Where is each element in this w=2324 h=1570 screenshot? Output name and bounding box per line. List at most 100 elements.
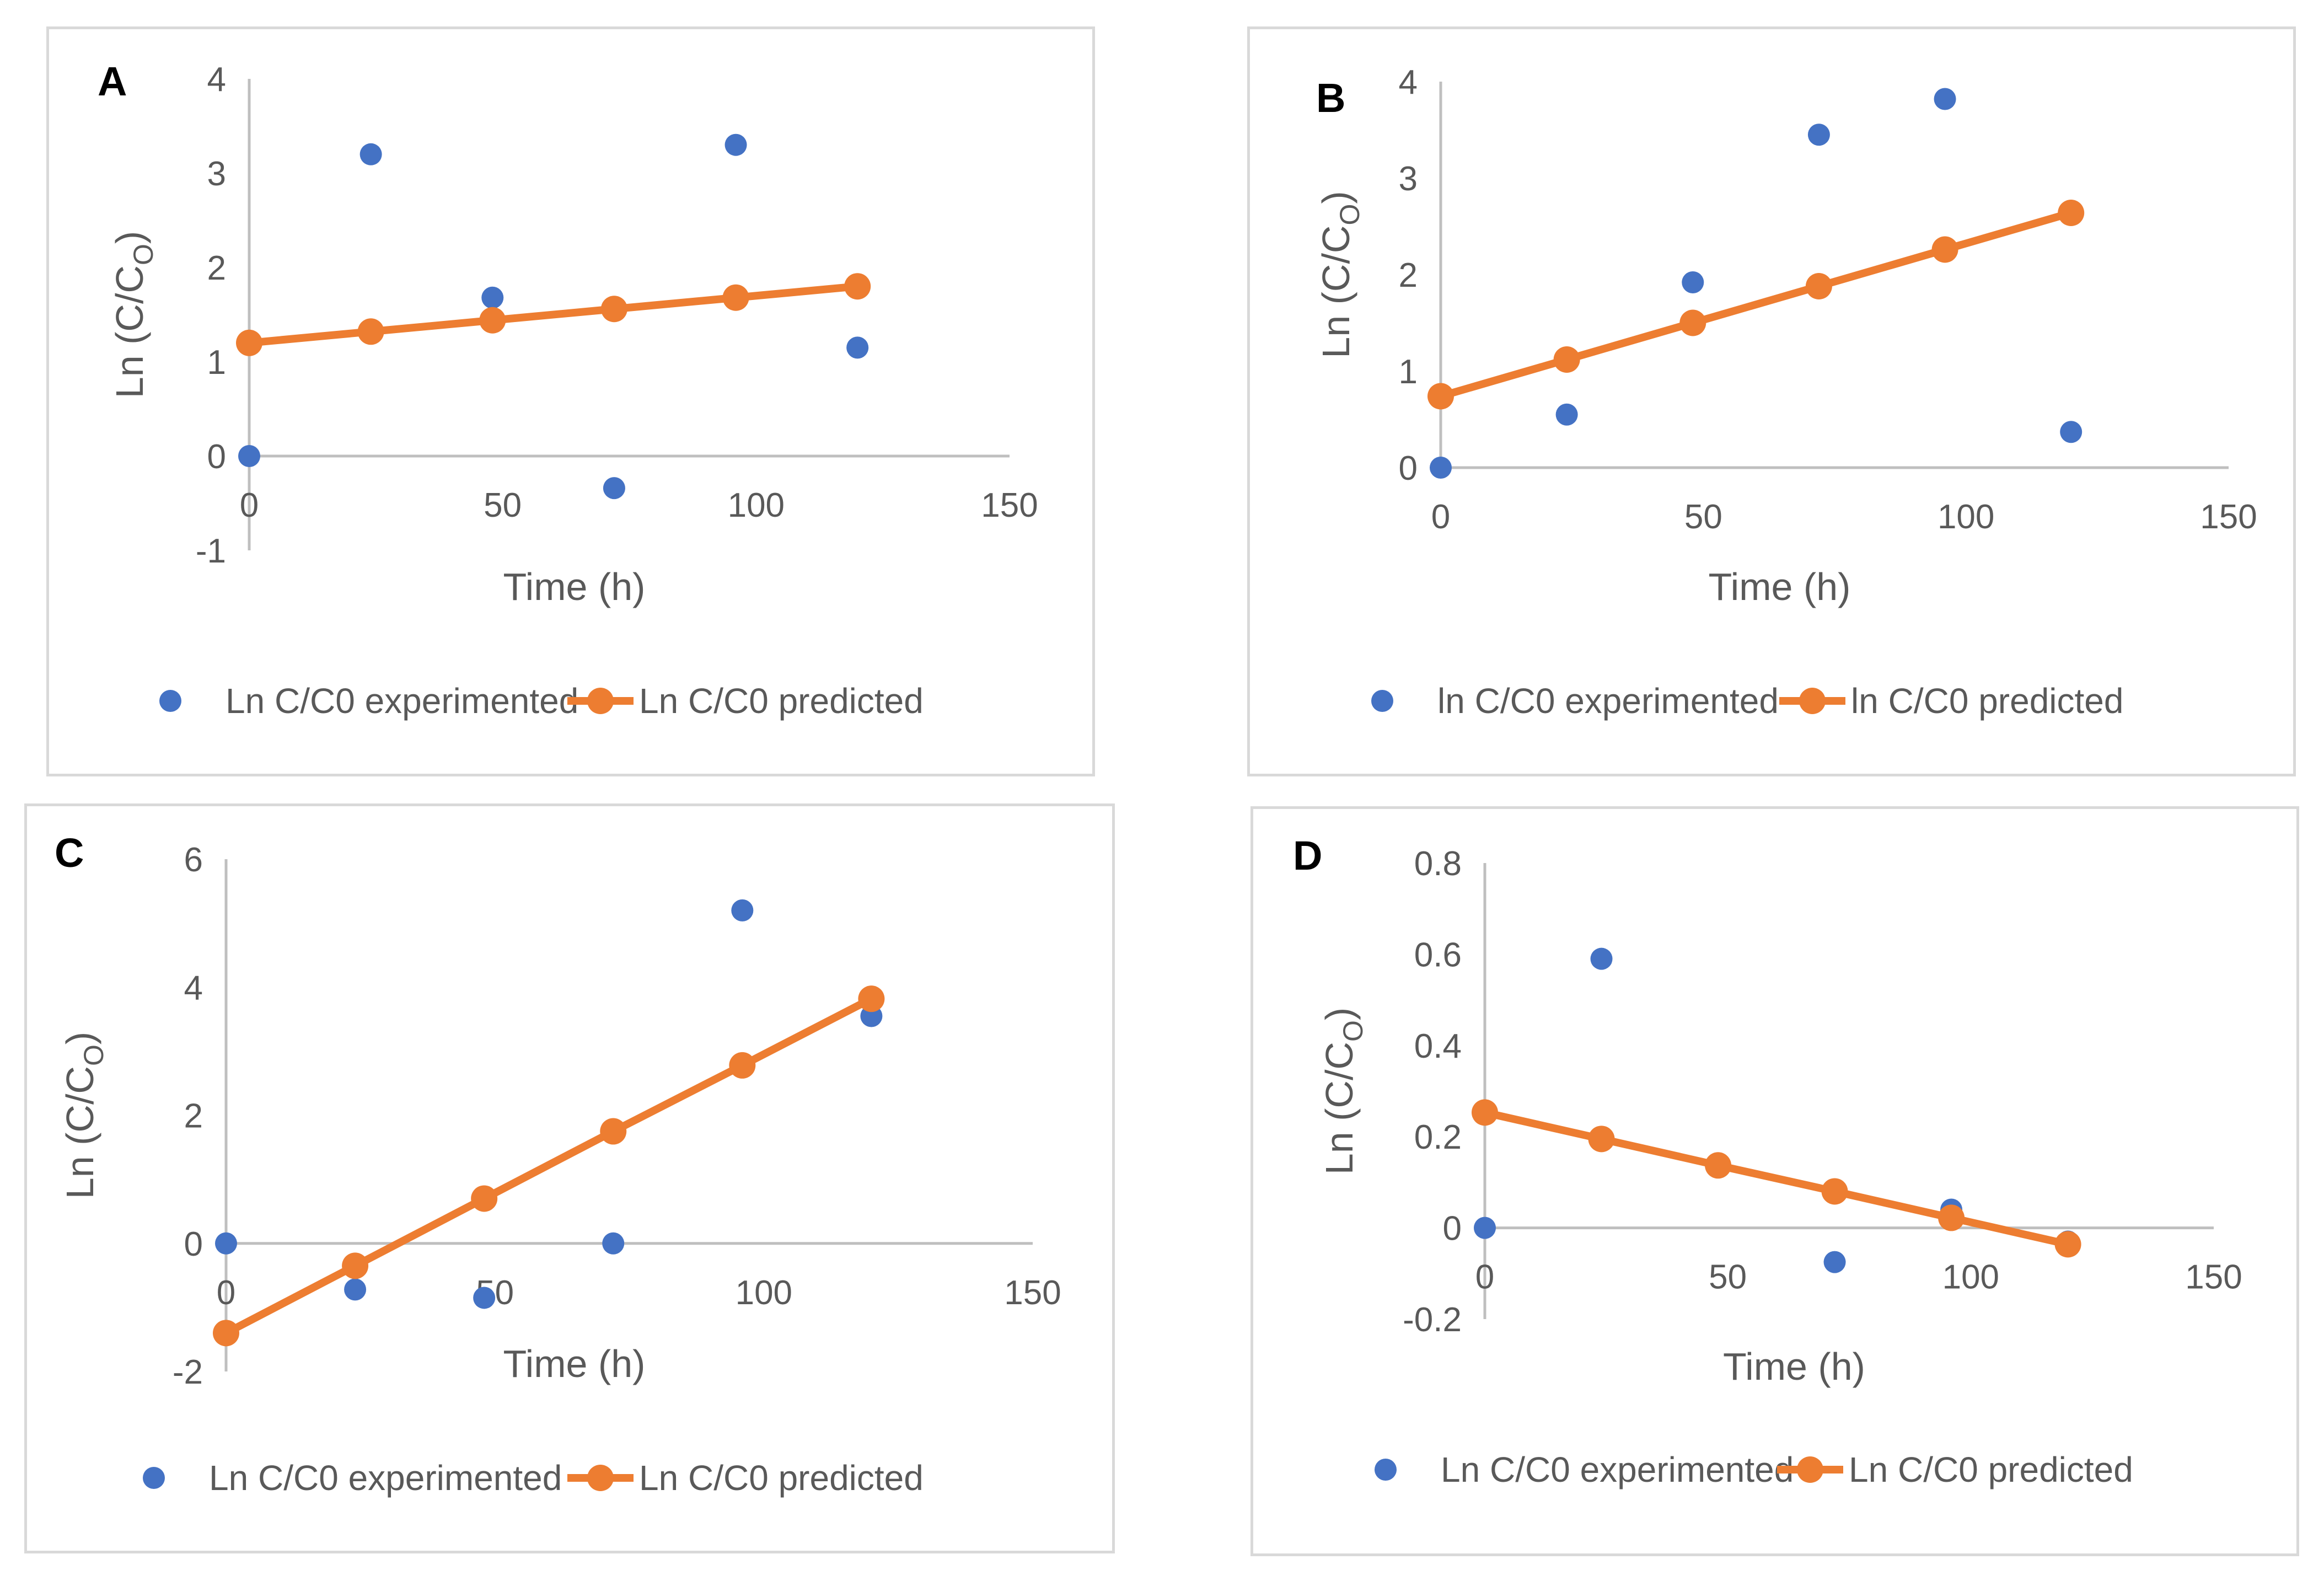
predicted-point-a bbox=[479, 307, 506, 334]
legend-marker-predicted-c bbox=[587, 1465, 614, 1491]
legend-marker-predicted-d bbox=[1797, 1456, 1823, 1483]
legend-marker-predicted-b bbox=[1799, 688, 1826, 714]
x-tick-label-c: 0 bbox=[217, 1274, 235, 1312]
experimented-point-c bbox=[344, 1278, 367, 1301]
y-axis-title-a: Ln (C/CO) bbox=[108, 231, 159, 398]
y-axis-title-close: ) bbox=[58, 1032, 101, 1044]
predicted-line-c bbox=[224, 995, 873, 1337]
x-tick-label-a: 0 bbox=[240, 486, 259, 524]
legend-marker-experimented-d bbox=[1375, 1459, 1397, 1481]
y-axis-title-b: Ln (C/CO) bbox=[1314, 191, 1365, 358]
legend-label-predicted-a: Ln C/C0 predicted bbox=[639, 681, 924, 721]
y-tick-label-a: -1 bbox=[196, 532, 226, 570]
x-tick-label-d: 50 bbox=[1709, 1258, 1747, 1296]
chart-panel-a: A -1 0 1 2 3 4 0 50 100 150 Time (h) Ln (C/CO) Ln C/C… bbox=[46, 26, 1095, 776]
experimented-point-b bbox=[1430, 457, 1452, 479]
experimented-point-c bbox=[215, 1232, 237, 1255]
legend-marker-experimented-a bbox=[159, 690, 181, 712]
experimented-point-a bbox=[603, 477, 625, 500]
predicted-point-b bbox=[1679, 309, 1706, 336]
predicted-point-b bbox=[1553, 346, 1580, 373]
chart-panel-b: B 0 1 2 3 4 0 50 100 150 Time (h) Ln (C/CO) ln C/C0 … bbox=[1247, 26, 2296, 776]
predicted-point-c bbox=[342, 1252, 369, 1279]
predicted-point-d bbox=[1472, 1099, 1498, 1126]
y-axis-title-d: Ln (C/CO) bbox=[1318, 1008, 1368, 1175]
y-tick-label-c: 6 bbox=[184, 841, 203, 879]
x-axis-title-c: Time (h) bbox=[503, 1342, 646, 1385]
predicted-point-a bbox=[357, 318, 384, 345]
predicted-point-b bbox=[1805, 273, 1832, 299]
y-tick-label-a: 4 bbox=[207, 61, 226, 99]
x-tick-label-b: 100 bbox=[1937, 498, 1994, 536]
y-axis-title-main: Ln (C/C bbox=[1314, 226, 1357, 358]
y-axis-title-subscript: O bbox=[1338, 1020, 1368, 1042]
predicted-point-b bbox=[1931, 236, 1958, 263]
y-axis-title-c: Ln (C/CO) bbox=[58, 1032, 109, 1199]
x-tick-label-d: 100 bbox=[1942, 1258, 1999, 1296]
y-tick-label-d: 0.2 bbox=[1414, 1118, 1462, 1156]
predicted-point-b bbox=[1427, 383, 1454, 410]
x-tick-label-b: 0 bbox=[1431, 498, 1450, 536]
y-axis-title-subscript: O bbox=[1334, 204, 1365, 226]
chart-svg-a: A -1 0 1 2 3 4 0 50 100 150 Time (h) Ln (C/CO) Ln C/C… bbox=[98, 58, 1038, 721]
predicted-point-a bbox=[722, 284, 749, 311]
predicted-point-d bbox=[1938, 1204, 1965, 1231]
experimented-point-a bbox=[359, 143, 382, 165]
experimented-point-c bbox=[602, 1232, 625, 1255]
experimented-point-a bbox=[724, 133, 747, 156]
predicted-point-c bbox=[729, 1052, 756, 1079]
y-tick-label-a: 0 bbox=[207, 438, 226, 476]
legend-label-experimented-a: Ln C/C0 experimented bbox=[226, 681, 578, 721]
y-axis-title-main: Ln (C/C bbox=[58, 1066, 101, 1199]
x-tick-label-a: 50 bbox=[484, 486, 522, 524]
experimented-point-b bbox=[1934, 88, 1956, 110]
x-tick-label-b: 50 bbox=[1684, 498, 1722, 536]
experimented-point-b bbox=[1807, 124, 1830, 146]
experimented-point-d bbox=[1823, 1251, 1846, 1273]
experimented-point-a bbox=[238, 445, 260, 467]
experimented-point-c bbox=[473, 1287, 496, 1309]
legend-label-experimented-b: ln C/C0 experimented bbox=[1437, 681, 1779, 721]
y-axis-title-main: Ln (C/C bbox=[1318, 1042, 1361, 1175]
predicted-line-d bbox=[1484, 1108, 2069, 1249]
y-tick-label-b: 0 bbox=[1399, 449, 1418, 487]
y-axis-title-main: Ln (C/C bbox=[108, 265, 151, 398]
predicted-point-a bbox=[236, 329, 262, 356]
y-axis-title-close: ) bbox=[1314, 191, 1357, 203]
x-tick-label-a: 100 bbox=[728, 486, 785, 524]
legend-label-predicted-d: Ln C/C0 predicted bbox=[1849, 1450, 2133, 1489]
legend-label-experimented-c: Ln C/C0 experimented bbox=[209, 1458, 562, 1498]
predicted-point-d bbox=[1821, 1178, 1848, 1205]
experimented-point-d bbox=[1474, 1217, 1496, 1239]
x-tick-label-d: 150 bbox=[2185, 1258, 2242, 1296]
chart-panel-d: D -0.2 0 0.2 0.4 0.6 0.8 0 50 100 150 Time (h) Ln (C… bbox=[1250, 806, 2299, 1556]
y-tick-label-d: 0.6 bbox=[1414, 936, 1462, 974]
legend-marker-predicted-a bbox=[587, 688, 614, 714]
predicted-line-a bbox=[249, 282, 858, 347]
experimented-point-b bbox=[1682, 271, 1704, 293]
y-tick-label-b: 4 bbox=[1399, 63, 1418, 101]
y-axis-title-subscript: O bbox=[78, 1044, 109, 1066]
panel-letter-a: A bbox=[98, 58, 127, 104]
predicted-point-c bbox=[600, 1118, 627, 1145]
predicted-point-a bbox=[600, 296, 627, 323]
panel-letter-c: C bbox=[55, 830, 84, 876]
predicted-point-d bbox=[2054, 1231, 2081, 1258]
y-tick-label-d: -0.2 bbox=[1403, 1301, 1462, 1339]
predicted-point-a bbox=[844, 273, 871, 300]
x-tick-label-c: 100 bbox=[736, 1274, 792, 1312]
x-axis-title-a: Time (h) bbox=[503, 565, 646, 608]
legend-label-predicted-c: Ln C/C0 predicted bbox=[639, 1458, 924, 1498]
experimented-point-c bbox=[731, 899, 754, 921]
predicted-point-c bbox=[471, 1185, 498, 1212]
y-tick-label-c: 2 bbox=[184, 1097, 203, 1135]
y-tick-label-c: -2 bbox=[173, 1353, 203, 1391]
predicted-point-d bbox=[1588, 1126, 1615, 1153]
y-tick-label-b: 3 bbox=[1399, 160, 1418, 198]
predicted-point-c bbox=[858, 985, 885, 1012]
x-tick-label-c: 150 bbox=[1004, 1274, 1061, 1312]
predicted-line-b bbox=[1440, 209, 2073, 400]
x-axis-title-d: Time (h) bbox=[1723, 1345, 1865, 1388]
y-tick-label-c: 0 bbox=[184, 1225, 203, 1263]
